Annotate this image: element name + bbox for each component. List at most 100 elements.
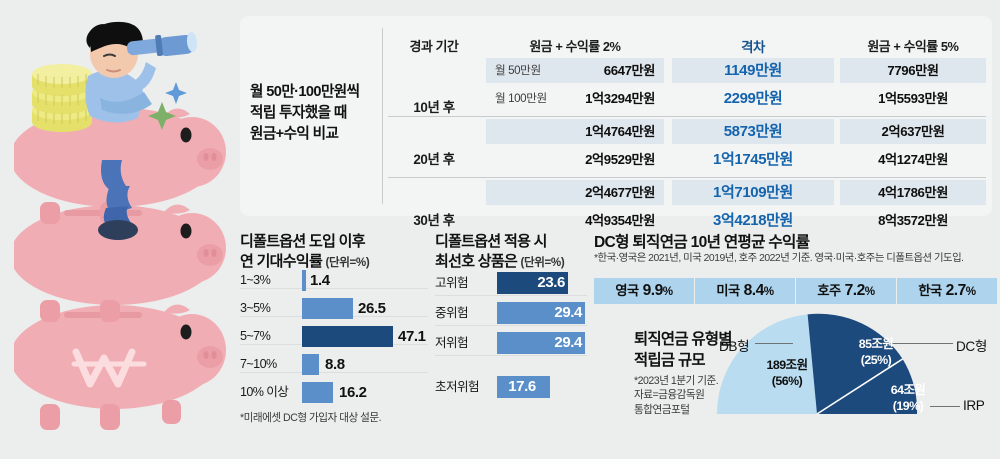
piggy-banks-illustration bbox=[14, 12, 236, 437]
cell-10y-50-rate2: 월 50만원 6647만원 bbox=[486, 58, 664, 83]
cell-value: 2억637만원 bbox=[881, 124, 945, 139]
chart4-subtitle: *2023년 1분기 기준. 자료=금융감독원 통합연금포털 bbox=[634, 375, 719, 416]
badge-value: 9.9 bbox=[642, 282, 664, 299]
cell-20y-50-rate2: 1억4764만원 bbox=[486, 119, 664, 144]
badge-uk: 영국 9.9% bbox=[594, 278, 694, 304]
pie-slice-divider bbox=[816, 358, 904, 415]
cell-value: 5873만원 bbox=[723, 123, 783, 140]
coin-stack bbox=[32, 64, 92, 132]
cell-30y-50-rate2: 2억4677만원 bbox=[486, 180, 664, 205]
chart3-title: DC형 퇴직연금 10년 연평균 수익률 bbox=[594, 234, 810, 251]
cell-20y-100-rate2: 2억9529만원 bbox=[486, 147, 664, 172]
pie-leader-irp bbox=[930, 406, 960, 408]
badge-korea: 한국 2.7% bbox=[897, 278, 997, 304]
bar-row-1-3: 1~3% 1.4 bbox=[240, 270, 428, 291]
bar-separator bbox=[435, 295, 587, 296]
badge-unit: % bbox=[864, 285, 875, 298]
cell-value: 1억5593만원 bbox=[878, 91, 948, 106]
bar-label: 저위험 bbox=[435, 336, 469, 350]
bar-separator bbox=[435, 355, 587, 356]
sparkle-icons bbox=[148, 82, 187, 130]
cell-30y-100-gap: 3억4218만원 bbox=[672, 208, 834, 233]
bar-separator bbox=[240, 372, 428, 373]
cell-20y-100-gap: 1억1745만원 bbox=[672, 147, 834, 172]
chart4-title: 퇴직연금 유형별 적립금 규모 bbox=[634, 331, 732, 369]
cell-30y-100-rate2: 4억9354만원 bbox=[486, 208, 664, 233]
pie-label-dc: DC형 bbox=[956, 339, 987, 354]
bar-separator bbox=[435, 325, 587, 326]
cell-value: 4억1274만원 bbox=[878, 152, 948, 167]
chart1-footnote: *미래에셋 DC형 가입자 대상 설문. bbox=[240, 412, 382, 424]
cell-value: 3억4218만원 bbox=[713, 212, 793, 229]
badge-unit: % bbox=[965, 285, 976, 298]
bar-value: 23.6 bbox=[537, 274, 565, 291]
cell-value: 8억3572만원 bbox=[878, 213, 948, 228]
bar-row-low-risk: 저위험 29.4 bbox=[435, 332, 587, 354]
badge-country: 한국 bbox=[918, 283, 942, 298]
bar-label: 초저위험 bbox=[435, 380, 480, 394]
bar-fill bbox=[302, 382, 333, 403]
cell-value: 4억1786만원 bbox=[878, 185, 948, 200]
row-separator bbox=[388, 116, 986, 117]
pie-label-irp: IRP bbox=[963, 398, 985, 413]
bar-row-3-5: 3~5% 26.5 bbox=[240, 298, 428, 319]
bar-label: 7~10% bbox=[240, 357, 277, 371]
cell-value: 1억1745만원 bbox=[713, 151, 793, 168]
header-period: 경과 기간 bbox=[409, 39, 459, 54]
bar-row-7-10: 7~10% 8.8 bbox=[240, 354, 428, 375]
row-label-10y: 10년 후 bbox=[413, 100, 455, 115]
principal-return-comparison-table: 월 50만·100만원씩 적립 투자했을 때 원금+수익 비교 경과 기간 원금… bbox=[240, 16, 992, 229]
cell-10y-100-gap: 2299만원 bbox=[672, 86, 834, 111]
bar-label: 고위험 bbox=[435, 276, 469, 290]
chart3-subtitle: *한국·영국은 2021년, 미국 2019년, 호주 2022년 기준. 영국… bbox=[594, 253, 964, 264]
badge-australia: 호주 7.2% bbox=[796, 278, 896, 304]
boy-with-telescope bbox=[85, 21, 198, 240]
cell-value: 2299만원 bbox=[723, 90, 783, 107]
bar-row-10-plus: 10% 이상 16.2 bbox=[240, 382, 428, 403]
cell-30y-50-rate5: 4억1786만원 bbox=[840, 180, 986, 205]
badge-value: 2.7 bbox=[945, 282, 967, 299]
badge-country: 미국 bbox=[716, 283, 740, 298]
chart2-unit: (단위=%) bbox=[520, 256, 565, 270]
bar-fill bbox=[497, 332, 585, 354]
cell-value: 4억9354만원 bbox=[585, 213, 655, 228]
header-gap: 격차 bbox=[741, 40, 765, 55]
row-label-30y: 30년 후 bbox=[413, 213, 455, 228]
chart1-unit: (단위=%) bbox=[325, 256, 370, 270]
badge-value: 8.4 bbox=[743, 282, 765, 299]
cell-value: 7796만원 bbox=[887, 63, 939, 78]
pie-svg bbox=[717, 313, 918, 415]
cell-10y-50-gap: 1149만원 bbox=[672, 58, 834, 83]
table-vertical-divider bbox=[382, 28, 383, 204]
cell-value: 1억3294만원 bbox=[585, 91, 655, 106]
pie-slice-db bbox=[717, 314, 817, 414]
header-rate-5: 원금 + 수익률 5% bbox=[867, 39, 959, 54]
pie-slice-irp bbox=[817, 359, 918, 414]
cell-value: 6647만원 bbox=[603, 63, 656, 78]
pie-slice-dc bbox=[807, 313, 903, 414]
cell-30y-50-gap: 1억7109만원 bbox=[672, 180, 834, 205]
bar-value: 29.4 bbox=[554, 304, 582, 321]
cell-value: 1억4764만원 bbox=[585, 124, 655, 139]
header-rate-2: 원금 + 수익률 2% bbox=[529, 39, 621, 54]
semicircle-pie-chart bbox=[716, 312, 918, 425]
chart1-title: 디폴트옵션 도입 이후 연 기대수익률 (단위=%) bbox=[240, 233, 370, 271]
cell-value: 2억9529만원 bbox=[585, 152, 655, 167]
bar-label: 10% 이상 bbox=[240, 385, 289, 399]
piggy-bank-bottom bbox=[14, 304, 226, 430]
pie-leader-dc bbox=[875, 343, 953, 345]
bar-value: 17.6 bbox=[508, 378, 536, 395]
piggy-banks-svg bbox=[14, 12, 236, 437]
cell-10y-50-rate5: 7796만원 bbox=[840, 58, 986, 83]
cell-20y-50-gap: 5873만원 bbox=[672, 119, 834, 144]
cell-value: 1억7109만원 bbox=[713, 184, 793, 201]
bar-separator bbox=[240, 288, 428, 289]
bar-fill bbox=[497, 302, 585, 324]
bar-value: 1.4 bbox=[310, 272, 330, 289]
badge-country: 영국 bbox=[615, 283, 639, 298]
row-separator bbox=[388, 177, 986, 178]
cell-20y-100-rate5: 4억1274만원 bbox=[840, 147, 986, 172]
badge-value: 7.2 bbox=[844, 282, 866, 299]
bar-value: 16.2 bbox=[339, 384, 367, 401]
